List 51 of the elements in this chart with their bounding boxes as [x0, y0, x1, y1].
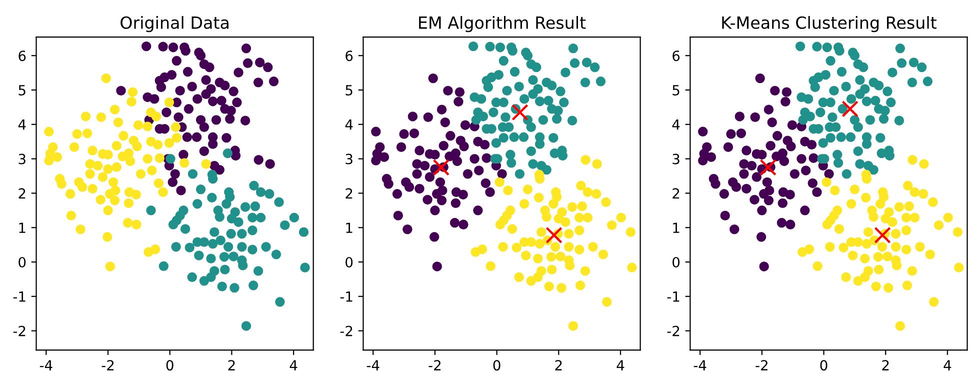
- x-tick-label: -2: [102, 360, 114, 370]
- y-tick-label: 3: [672, 154, 680, 164]
- x-tick-label: -2: [756, 360, 768, 370]
- y-tick-label: -1: [340, 292, 352, 302]
- y-tick-label: 6: [672, 50, 680, 62]
- x-tick-label: 0: [493, 360, 500, 371]
- y-tick-label: -1: [667, 292, 680, 302]
- y-tick-label: 5: [346, 85, 352, 96]
- y-tick-label: 3: [346, 154, 352, 164]
- y-tick-label: 0: [346, 256, 353, 268]
- y-tick-label: -1: [13, 292, 26, 302]
- y-tick-label: 2: [672, 188, 680, 198]
- y-tick-label: 3: [18, 154, 26, 164]
- y-tick-label: 4: [672, 120, 680, 130]
- chart-title: EM Algorithm Result: [419, 16, 586, 32]
- x-tick-label: 2: [555, 360, 562, 370]
- point: [842, 100, 858, 118]
- x-tick-label: -4: [366, 360, 380, 370]
- x-tick-label: -4: [40, 360, 52, 370]
- y-tick-label: 6: [18, 50, 26, 62]
- y-tick-label: 5: [18, 85, 26, 96]
- x-tick-label: 2: [228, 360, 235, 370]
- x-tick-label: 0: [166, 360, 174, 371]
- y-tick-label: 0: [672, 256, 680, 268]
- x-tick-label: 0: [820, 360, 828, 371]
- x-tick-label: -2: [428, 360, 440, 370]
- x-tick-label: -4: [694, 360, 706, 370]
- point: [760, 159, 776, 176]
- point: [874, 226, 891, 244]
- y-tick-label: -2: [13, 326, 26, 336]
- y-tick-label: 1: [346, 222, 352, 233]
- y-tick-label: 2: [18, 188, 26, 198]
- x-tick-label: 4: [290, 360, 298, 370]
- y-tick-label: 1: [19, 222, 26, 233]
- y-tick-label: 0: [18, 256, 26, 268]
- chart-title: K-Means Clustering Result: [722, 16, 936, 32]
- y-tick-label: 4: [345, 120, 353, 130]
- x-tick-label: 2: [882, 360, 889, 370]
- point: [546, 226, 562, 244]
- x-tick-label: 4: [944, 360, 952, 370]
- point: [512, 104, 528, 121]
- y-tick-label: 6: [346, 50, 353, 62]
- point: [432, 159, 450, 176]
- y-tick-label: -2: [667, 326, 680, 336]
- y-tick-label: 2: [346, 188, 352, 198]
- y-tick-label: 1: [673, 222, 680, 233]
- y-tick-label: -2: [340, 326, 352, 336]
- x-tick-label: 4: [616, 360, 624, 370]
- y-tick-label: 4: [18, 120, 26, 130]
- y-tick-label: 5: [672, 85, 680, 96]
- chart-title: Original Data: [120, 16, 228, 32]
